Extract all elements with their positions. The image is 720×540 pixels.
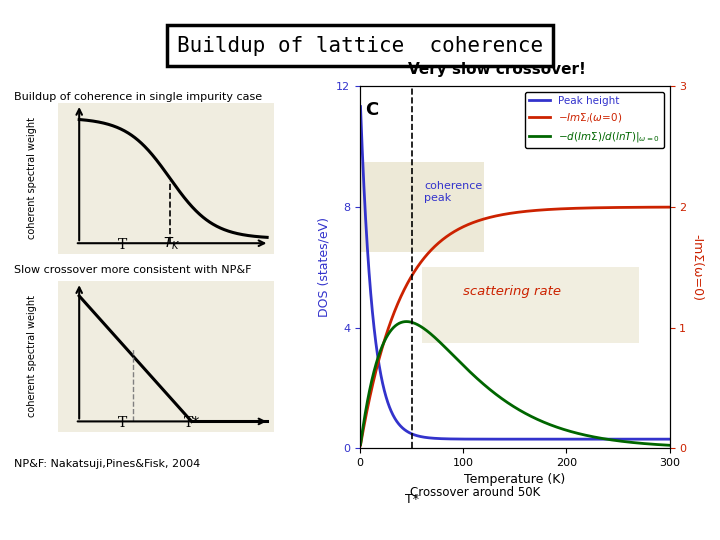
Bar — [422, 267, 639, 343]
Text: Very slow crossover!: Very slow crossover! — [408, 62, 586, 77]
Y-axis label: DOS (states/eV): DOS (states/eV) — [318, 217, 330, 318]
Text: NP&F: Nakatsuji,Pines&Fisk, 2004: NP&F: Nakatsuji,Pines&Fisk, 2004 — [14, 459, 201, 469]
Text: Buildup of coherence in single impurity case: Buildup of coherence in single impurity … — [14, 92, 263, 102]
Text: T: T — [118, 238, 127, 252]
Bar — [360, 162, 484, 252]
Text: T*: T* — [184, 416, 199, 430]
Text: scattering rate: scattering rate — [463, 285, 561, 298]
Text: T*: T* — [405, 494, 418, 507]
Text: Crossover around 50K: Crossover around 50K — [410, 486, 541, 499]
Text: $T_K$: $T_K$ — [163, 236, 181, 252]
X-axis label: Temperature (K): Temperature (K) — [464, 474, 565, 487]
Y-axis label: -ImΣ(ω=0): -ImΣ(ω=0) — [690, 234, 703, 301]
Legend: Peak height, $-Im\Sigma_i(\omega\!=\!0)$, $-d(Im\Sigma)/d(lnT)|_{\omega=0}$: Peak height, $-Im\Sigma_i(\omega\!=\!0)$… — [525, 92, 665, 148]
Text: coherent spectral weight: coherent spectral weight — [27, 295, 37, 417]
Text: C: C — [365, 102, 379, 119]
Text: coherence
peak: coherence peak — [424, 181, 482, 202]
Text: T: T — [118, 416, 127, 430]
Text: coherent spectral weight: coherent spectral weight — [27, 117, 37, 239]
Text: Buildup of lattice  coherence: Buildup of lattice coherence — [177, 36, 543, 56]
Text: Slow crossover more consistent with NP&F: Slow crossover more consistent with NP&F — [14, 265, 252, 275]
